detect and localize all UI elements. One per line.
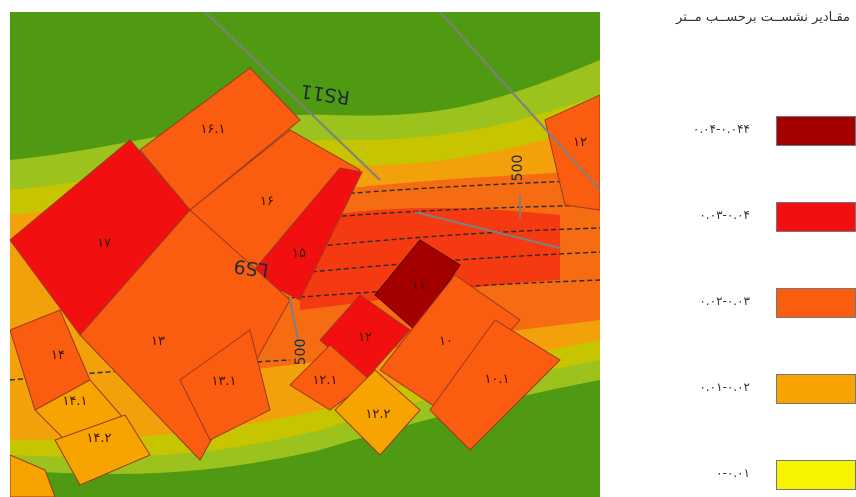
plot-label-16-1: ۱۶.۱ xyxy=(200,122,225,137)
plot-label-12-1: ۱۲.۱ xyxy=(312,373,337,388)
plot-14-2[interactable] xyxy=(54,414,151,486)
legend-item-label: ۰.۰۱-۰.۰۲ xyxy=(699,380,750,394)
plot-edge-left[interactable] xyxy=(10,454,56,497)
plot-label-13: ۱۳ xyxy=(151,334,165,349)
legend-item: ۰.۰۴-۰.۰۴۴ xyxy=(600,116,856,146)
plot-label-17: ۱۷ xyxy=(97,236,111,251)
plot-label-13-1: ۱۳.۱ xyxy=(211,374,236,389)
legend-item: ۰.۰۱-۰.۰۲ xyxy=(600,374,856,404)
legend-item: ۰.۰۳-۰.۰۴ xyxy=(600,202,856,232)
legend-title: مقـادیر نشســت برحســب مــتر xyxy=(676,10,850,25)
plot-12-2[interactable] xyxy=(334,369,421,456)
contour-label-500-left: 500 xyxy=(293,339,309,366)
legend-item-label: ۰-۰.۰۱ xyxy=(716,466,750,480)
legend-swatch xyxy=(776,460,856,490)
legend-item: ۰-۰.۰۱ xyxy=(600,460,856,490)
plot-label-edge: ۱۲ xyxy=(573,135,587,150)
plot-label-11: ۱۱ xyxy=(412,279,426,294)
legend-swatch xyxy=(776,288,856,318)
plot-label-16: ۱۶ xyxy=(260,194,274,209)
plot-label-10-1: ۱۰.۱ xyxy=(484,372,509,387)
contour-label-500-right: 500 xyxy=(510,155,526,182)
plot-13-1[interactable] xyxy=(179,329,271,441)
plot-label-14: ۱۴ xyxy=(51,348,65,363)
road-label-ls9: LS9 xyxy=(232,255,269,282)
legend-swatch xyxy=(776,202,856,232)
plot-11[interactable] xyxy=(374,239,461,331)
road-alignments xyxy=(204,12,600,351)
plot-label-12: ۱۲ xyxy=(358,330,372,345)
plot-label-10: ۱۰ xyxy=(439,334,453,349)
legend-item-label: ۰.۰۲-۰.۰۳ xyxy=(699,294,750,308)
legend-item: ۰.۰۲-۰.۰۳ xyxy=(600,288,856,318)
legend-item-label: ۰.۰۴-۰.۰۴۴ xyxy=(692,122,750,136)
plot-16-1[interactable] xyxy=(139,67,301,211)
plot-edge-right[interactable] xyxy=(544,94,600,211)
legend-swatch xyxy=(776,374,856,404)
plot-15[interactable] xyxy=(249,167,363,301)
plot-label-14-2: ۱۴.۲ xyxy=(86,431,111,446)
plot-label-12-2: ۱۲.۲ xyxy=(365,407,390,422)
plot-10[interactable] xyxy=(379,274,521,411)
legend-panel: مقـادیر نشســت برحســب مــتر ۰.۰۴-۰.۰۴۴ … xyxy=(600,0,856,497)
plot-label-15: ۱۵ xyxy=(292,246,306,261)
legend-swatch xyxy=(776,116,856,146)
plot-label-14-1: ۱۴.۱ xyxy=(62,394,87,409)
settlement-map: ۱۶.۱ ۱۶ ۱۷ ۱۵ ۱۳ ۱۳.۱ ۱۴ ۱۴.۱ ۱۴.۲ ۱۱ ۱۲… xyxy=(10,12,600,497)
legend-item-label: ۰.۰۳-۰.۰۴ xyxy=(699,208,750,222)
plot-10-1[interactable] xyxy=(429,319,561,451)
